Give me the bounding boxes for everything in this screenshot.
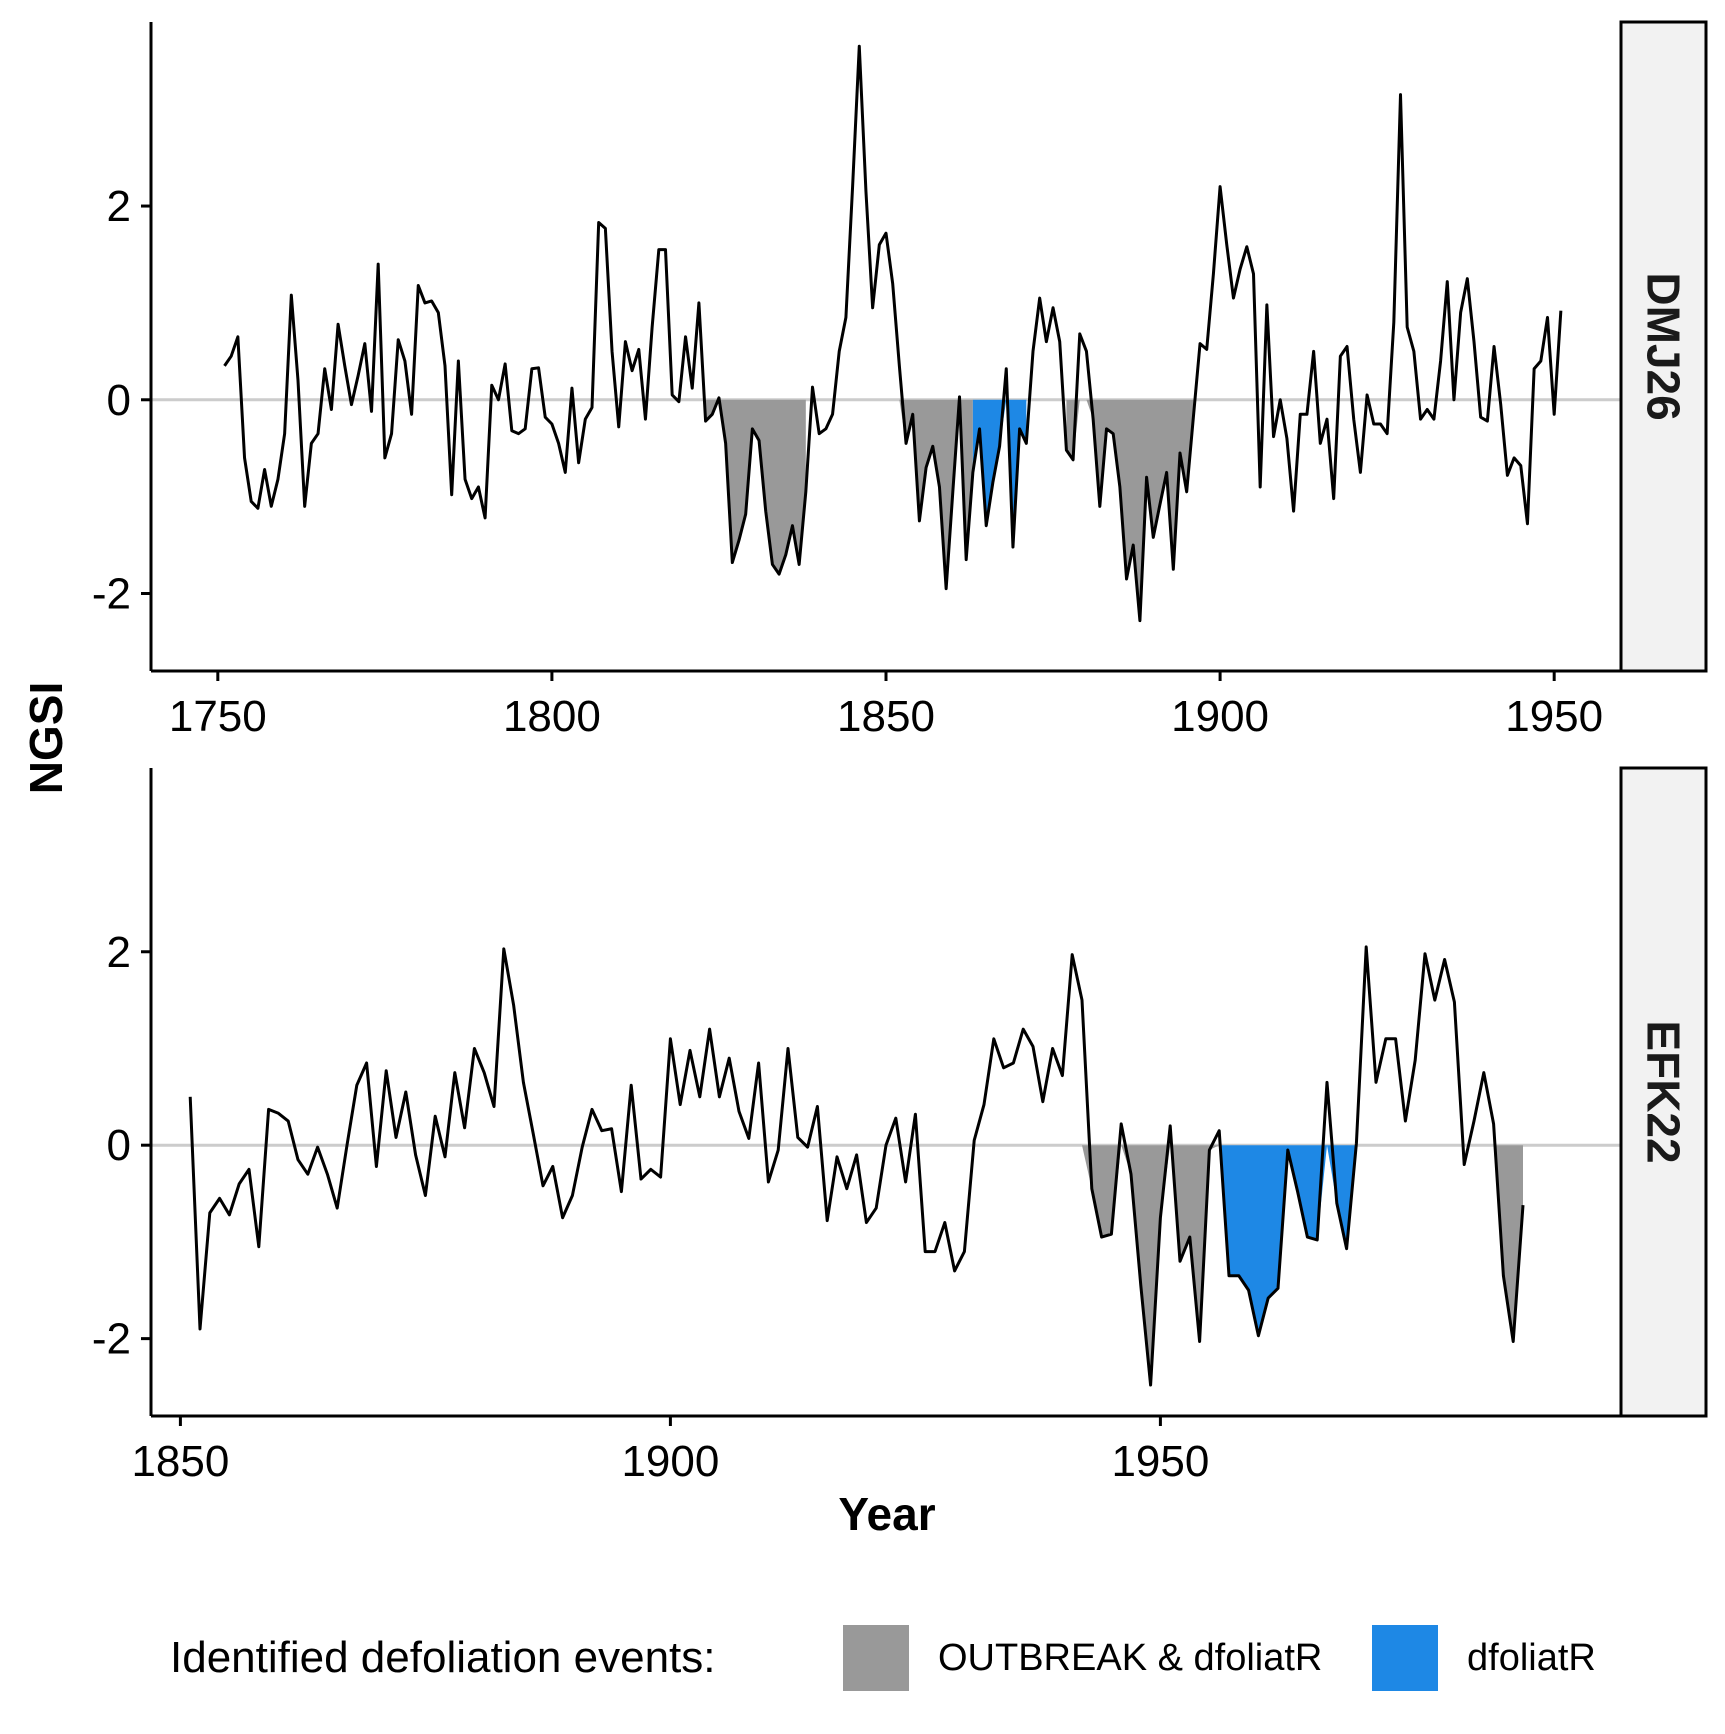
x-tick-label: 1950 <box>1111 1437 1209 1486</box>
x-tick-label: 1900 <box>1171 692 1269 741</box>
y-tick-label: 0 <box>107 1121 131 1170</box>
x-tick-label: 1750 <box>169 692 267 741</box>
y-tick-label: 2 <box>107 182 131 231</box>
ngsi-series-line <box>188 945 1525 1387</box>
y-tick-label: -2 <box>92 570 131 619</box>
x-axis-title: Year <box>838 1488 935 1540</box>
y-axis-title: NGSI <box>20 682 72 794</box>
y-tick-label: 0 <box>107 376 131 425</box>
event-area-outbreak <box>1082 1145 1220 1386</box>
legend-title: Identified defoliation events: <box>170 1633 716 1682</box>
legend-swatch-dfoliatr <box>1372 1625 1438 1691</box>
legend-label-outbreak: OUTBREAK & dfoliatR <box>938 1637 1322 1679</box>
facet-strip-label: DMJ26 <box>1638 272 1690 420</box>
legend-swatch-outbreak <box>843 1625 909 1691</box>
x-tick-label: 1850 <box>837 692 935 741</box>
x-tick-label: 1950 <box>1505 692 1603 741</box>
event-area-outbreak <box>705 399 806 575</box>
y-tick-label: -2 <box>92 1315 131 1364</box>
ngsi-series-line <box>223 44 1563 623</box>
panel-efk22: -2 0 2 1850 1900 1950 EFK22 <box>92 766 1708 1486</box>
legend-label-dfoliatr: dfoliatR <box>1467 1637 1596 1679</box>
y-tick-label: 2 <box>107 928 131 977</box>
panel-dmj26: -2 0 2 1750 1800 1850 1900 1950 DMJ26 <box>92 20 1708 741</box>
x-tick-label: 1800 <box>503 692 601 741</box>
legend: Identified defoliation events: OUTBREAK … <box>170 1625 1596 1691</box>
facet-strip <box>1619 766 1708 1418</box>
x-tick-label: 1900 <box>621 1437 719 1486</box>
event-area-dfoliatr <box>1219 1145 1367 1336</box>
facet-strip <box>1619 20 1708 673</box>
event-area-outbreak <box>892 399 973 589</box>
x-tick-label: 1850 <box>131 1437 229 1486</box>
facet-strip-label: EFK22 <box>1638 1020 1690 1163</box>
event-area-outbreak <box>1066 399 1194 621</box>
